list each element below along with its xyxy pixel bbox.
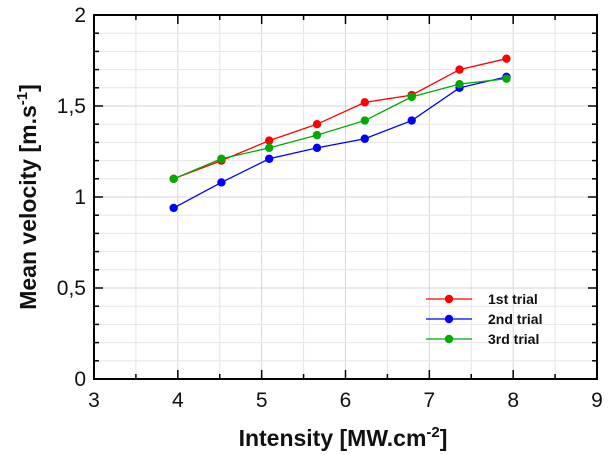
y-axis-label: Mean velocity [m.s-1] [14, 84, 41, 310]
series-3 [169, 74, 511, 183]
data-point [265, 143, 274, 153]
x-axis-label: Intensity [MW.cm-2] [239, 424, 448, 451]
x-tick-label: 4 [172, 389, 184, 412]
data-point [312, 120, 322, 129]
data-point [169, 174, 178, 183]
data-point [360, 134, 369, 143]
legend-label: 2nd trial [488, 311, 542, 327]
y-tick-label: 0,5 [57, 277, 86, 300]
legend-label: 3rd trial [488, 331, 539, 347]
x-tick-label: 7 [423, 389, 435, 412]
series-line [173, 76, 507, 209]
data-point [312, 143, 322, 153]
axis-ticks [93, 14, 598, 380]
y-tick-label: 1 [74, 186, 86, 209]
data-point [217, 154, 226, 163]
x-tick-label: 8 [507, 389, 519, 412]
x-tick-label: 6 [340, 389, 352, 412]
legend-marker [444, 334, 454, 344]
data-point [360, 98, 369, 107]
tick-labels: 3 4 5 6 7 8 9 0 0,5 1 1,5 2 [57, 4, 603, 412]
x-axis-label-close: ] [440, 425, 448, 451]
data-point [312, 130, 322, 140]
legend-marker [444, 294, 454, 304]
x-tick-label: 5 [256, 389, 268, 412]
data-point [265, 154, 274, 163]
legend-label: 1st trial [488, 291, 538, 307]
data-point [455, 65, 464, 74]
x-axis-label-main: Intensity [MW.cm [239, 425, 427, 451]
series-line [173, 78, 507, 180]
data-point [502, 74, 511, 83]
data-point [217, 178, 226, 187]
data-point [407, 92, 416, 102]
y-tick-label: 0 [74, 368, 86, 391]
y-axis-label-sup: -1 [14, 92, 31, 105]
data-point [455, 79, 464, 89]
data-point [265, 136, 274, 145]
y-tick-label: 1,5 [57, 95, 86, 118]
y-axis-label-close: ] [15, 84, 41, 92]
legend-marker [444, 314, 454, 324]
legend: 1st trial 2nd trial 3rd trial [426, 291, 542, 347]
data-point [502, 54, 511, 63]
data-point [407, 116, 416, 125]
data-series [169, 54, 511, 213]
y-tick-label: 2 [74, 4, 86, 27]
series-1 [169, 54, 511, 183]
data-point [169, 203, 178, 213]
x-axis-label-sup: -2 [426, 424, 439, 441]
data-point [360, 116, 369, 125]
x-tick-label: 3 [88, 389, 100, 412]
x-tick-label: 9 [591, 389, 603, 412]
grid-lines [94, 15, 597, 379]
y-axis-label-main: Mean velocity [m.s [15, 105, 41, 310]
